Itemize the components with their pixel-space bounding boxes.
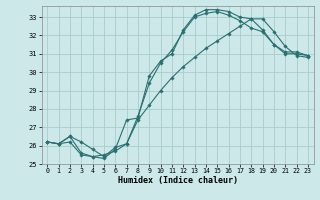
X-axis label: Humidex (Indice chaleur): Humidex (Indice chaleur) (118, 176, 237, 185)
